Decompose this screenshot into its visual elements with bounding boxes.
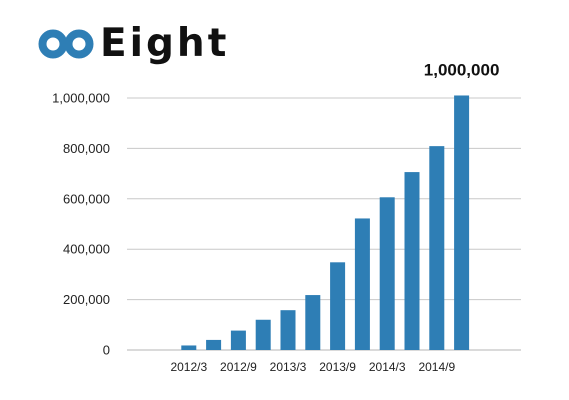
y-tick-label: 400,000 bbox=[63, 242, 110, 257]
y-tick-label: 0 bbox=[103, 343, 110, 358]
bar-2012/9 bbox=[230, 330, 246, 350]
x-axis-labels: 2012/3 2012/9 2013/3 2013/9 2014/3 2014/9 bbox=[170, 360, 455, 374]
bars bbox=[181, 95, 470, 350]
x-tick-label: 2013/3 bbox=[270, 360, 307, 374]
x-tick-label: 2012/3 bbox=[170, 360, 207, 374]
y-tick-label: 1,000,000 bbox=[52, 91, 110, 106]
bar-2014/12 bbox=[454, 95, 470, 350]
brand-name: Eight bbox=[100, 21, 230, 66]
bar-2014/6 bbox=[404, 172, 420, 350]
brand-logo: Eight bbox=[38, 22, 229, 66]
bar-2013/12 bbox=[354, 218, 370, 350]
bar-2012/3 bbox=[181, 345, 197, 350]
x-tick-label: 2014/9 bbox=[418, 360, 455, 374]
y-tick-label: 800,000 bbox=[63, 141, 110, 156]
y-tick-label: 600,000 bbox=[63, 191, 110, 206]
bar-2014/3 bbox=[379, 197, 395, 350]
infinity-logo-icon bbox=[38, 29, 94, 59]
x-tick-label: 2013/9 bbox=[319, 360, 356, 374]
bar-2014/9 bbox=[429, 146, 445, 350]
x-tick-label: 2012/9 bbox=[220, 360, 257, 374]
x-tick-label: 2014/3 bbox=[369, 360, 406, 374]
y-tick-label: 200,000 bbox=[63, 292, 110, 307]
bar-2013/3 bbox=[280, 310, 296, 350]
bar-2012/6 bbox=[206, 339, 222, 350]
bar-2013/9 bbox=[330, 262, 346, 350]
y-axis-labels: 0 200,000 400,000 600,000 800,000 1,000,000 bbox=[52, 91, 110, 358]
peak-annotation: 1,000,000 bbox=[424, 60, 500, 79]
bar-2012/12 bbox=[255, 319, 271, 350]
bar-2013/6 bbox=[305, 295, 321, 350]
